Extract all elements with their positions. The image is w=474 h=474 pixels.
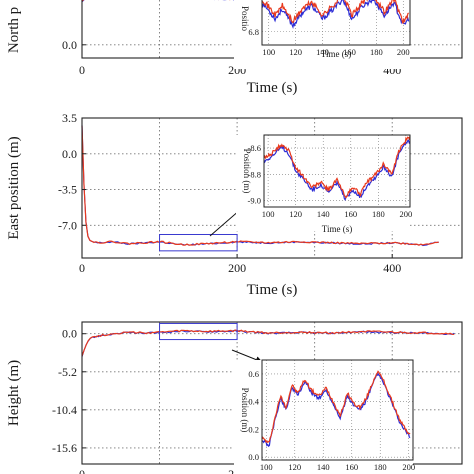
series-line-blue bbox=[81, 329, 455, 357]
inset-y-tick-label: 0.4 bbox=[248, 397, 259, 407]
inset-x-tick-label: 200 bbox=[397, 47, 410, 57]
inset-y-tick-label: 0.2 bbox=[248, 424, 259, 434]
inset-series-red bbox=[263, 135, 411, 199]
inset-frame bbox=[261, 0, 411, 46]
zoom-region-box bbox=[159, 322, 238, 341]
inset-background bbox=[234, 0, 410, 69]
y-axis-title: Height (m) bbox=[6, 360, 22, 426]
zoom-region-box bbox=[159, 233, 238, 252]
x-tick-label: 200 bbox=[228, 261, 246, 275]
inset-x-tick-label: 140 bbox=[317, 462, 330, 472]
inset-x-tick-label: 100 bbox=[260, 462, 273, 472]
series-line-red bbox=[81, 125, 439, 246]
inset-x-tick-label: 200 bbox=[399, 209, 412, 219]
panel-2: 0 200 400 3.5 0.0 -3.5 -7.0 Time (s) East positi… bbox=[6, 111, 463, 298]
inset-y-tick-label: 0.6 bbox=[248, 369, 259, 379]
inset-y-title: Position (m) bbox=[242, 149, 252, 194]
inset-x-tick-label: 100 bbox=[262, 209, 275, 219]
inset-x-tick-label: 180 bbox=[370, 47, 383, 57]
x-axis-title: Time (s) bbox=[247, 282, 298, 298]
y-tick-label: 3.5 bbox=[62, 111, 77, 125]
inset-x-tick-label: 160 bbox=[343, 47, 356, 57]
y-tick-label: -3.5 bbox=[58, 183, 77, 197]
inset-x-tick-label: 120 bbox=[288, 462, 301, 472]
inset-panel: 100 120 140 160 180 200 -8.6 -8.8 -9.0 Time (s) Po… bbox=[236, 134, 412, 234]
x-tick-label: 0 bbox=[79, 261, 85, 275]
inset-x-tick-label: 140 bbox=[316, 47, 329, 57]
y-axis-title: East position (m) bbox=[6, 136, 22, 239]
inset-frame bbox=[263, 134, 411, 208]
plot-frame bbox=[81, 117, 463, 259]
y-tick-label: 0.0 bbox=[62, 38, 77, 52]
inset-series-red bbox=[261, 0, 410, 24]
inset-x-tick-label: 120 bbox=[289, 47, 302, 57]
x-tick-label: 400 bbox=[383, 261, 401, 275]
y-tick-label: 0.0 bbox=[62, 327, 77, 341]
inset-y-title: Positio bbox=[240, 6, 250, 32]
x-tick-label: 0 bbox=[79, 63, 85, 77]
inset-x-title: Time (s) bbox=[322, 224, 352, 234]
inset-series-blue bbox=[261, 0, 410, 30]
inset-y-tick-label: 0.0 bbox=[248, 452, 259, 462]
inset-x-tick-label: 120 bbox=[289, 209, 302, 219]
inset-series-blue bbox=[263, 139, 411, 201]
y-tick-label: 0.0 bbox=[62, 147, 77, 161]
series-line-red bbox=[81, 329, 455, 357]
y-tick-label: -15.6 bbox=[52, 441, 77, 455]
y-axis-title: North p bbox=[6, 7, 22, 53]
inset-x-tick-label: 160 bbox=[345, 462, 358, 472]
y-tick-label: -7.0 bbox=[58, 218, 77, 232]
inset-y-tick-label: -9.0 bbox=[248, 195, 261, 205]
inset-x-tick-label: 180 bbox=[372, 209, 385, 219]
inset-panel: 100 120 140 160 180 200 6.8 Time (s) Positio bbox=[234, 0, 411, 69]
x-tick-label: 0 bbox=[79, 467, 85, 474]
inset-y-tick-label: -8.8 bbox=[248, 169, 261, 179]
x-axis-title: Time (s) bbox=[247, 80, 298, 96]
inset-series-red bbox=[261, 370, 411, 444]
inset-frame bbox=[261, 359, 414, 461]
inset-y-tick-label: -8.6 bbox=[248, 143, 261, 153]
inset-x-tick-label: 180 bbox=[374, 462, 387, 472]
inset-x-tick-label: 200 bbox=[402, 462, 415, 472]
inset-y-title: Position (m) bbox=[240, 388, 250, 433]
inset-x-tick-label: 160 bbox=[344, 209, 357, 219]
y-tick-label: -10.4 bbox=[52, 403, 77, 417]
inset-x-tick-label: 100 bbox=[262, 47, 275, 57]
inset-x-title: Time (s) bbox=[321, 49, 351, 59]
inset-y-tick-label: 6.8 bbox=[248, 27, 259, 37]
y-tick-label: -5.2 bbox=[58, 365, 77, 379]
inset-x-tick-label: 140 bbox=[317, 209, 330, 219]
